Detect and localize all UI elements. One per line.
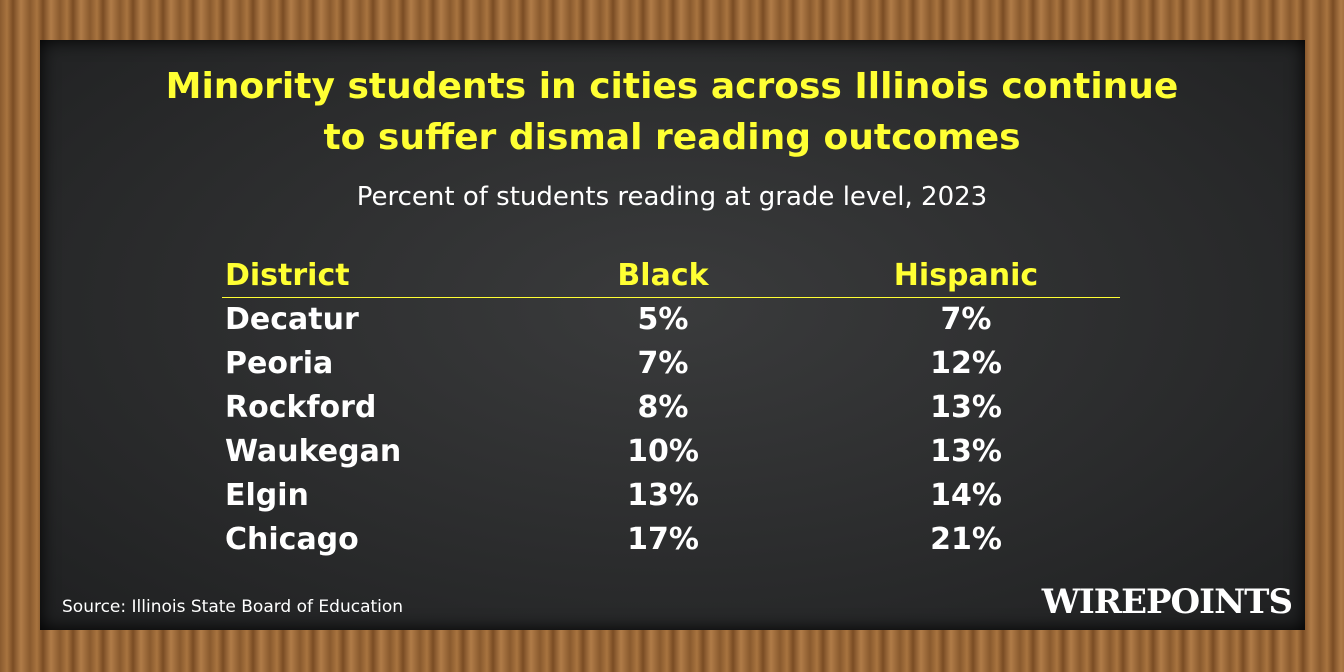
percent-cell: 13% bbox=[930, 390, 1002, 425]
district-cell: Rockford bbox=[225, 390, 377, 425]
column-header: District bbox=[225, 258, 350, 293]
column-header: Hispanic bbox=[893, 258, 1039, 293]
subtitle: Percent of students reading at grade lev… bbox=[356, 182, 988, 212]
title: to suffer dismal reading outcomes bbox=[323, 117, 1021, 158]
district-cell: Peoria bbox=[225, 346, 334, 381]
percent-cell: 13% bbox=[930, 434, 1002, 469]
percent-cell: 7% bbox=[940, 302, 992, 337]
percent-cell: 5% bbox=[637, 302, 689, 337]
percent-cell: 10% bbox=[627, 434, 699, 469]
district-cell: Decatur bbox=[225, 302, 359, 337]
percent-cell: 7% bbox=[637, 346, 689, 381]
percent-cell: 12% bbox=[930, 346, 1002, 381]
header-rule bbox=[222, 297, 1120, 298]
percent-cell: 21% bbox=[930, 522, 1002, 557]
brand-logo: WIREPOINTS bbox=[1041, 582, 1293, 622]
chalkboard bbox=[40, 40, 1305, 630]
district-cell: Waukegan bbox=[225, 434, 402, 469]
percent-cell: 14% bbox=[930, 478, 1002, 513]
percent-cell: 17% bbox=[627, 522, 699, 557]
percent-cell: 8% bbox=[637, 390, 689, 425]
district-cell: Chicago bbox=[225, 522, 359, 557]
title: Minority students in cities across Illin… bbox=[165, 66, 1179, 107]
district-cell: Elgin bbox=[225, 478, 309, 513]
column-header: Black bbox=[617, 258, 709, 293]
percent-cell: 13% bbox=[627, 478, 699, 513]
source: Source: Illinois State Board of Educatio… bbox=[62, 597, 404, 617]
